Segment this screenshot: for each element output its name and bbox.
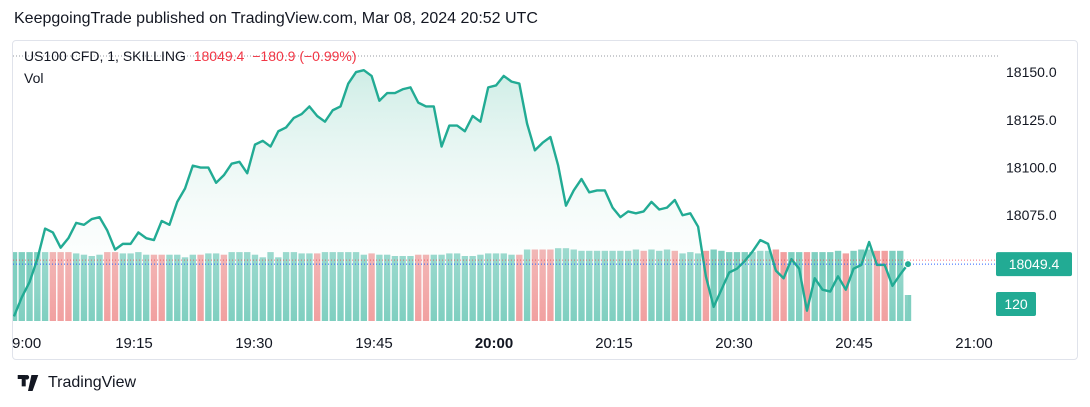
volume-bar (819, 252, 826, 321)
x-tick-label: 9:00 (12, 335, 41, 352)
volume-bar (710, 249, 717, 321)
symbol-label: US100 CFD, 1, SKILLING (24, 48, 186, 64)
x-tick-label: 19:30 (235, 335, 273, 352)
price-area (14, 70, 908, 321)
volume-badge-label: 120 (1004, 296, 1028, 312)
last-price-label: 18049.4 (193, 48, 245, 64)
volume-bar (18, 252, 25, 321)
x-tick-label: 21:00 (955, 335, 993, 352)
brand-label: TradingView (48, 374, 137, 391)
x-tick-label: 20:45 (835, 335, 873, 352)
y-tick-label: 18150.0 (1006, 64, 1057, 80)
volume-badge (996, 292, 1036, 316)
footer-brand[interactable]: TradingView (14, 374, 136, 392)
price-line (13, 68, 909, 317)
x-tick-label: 20:15 (595, 335, 633, 352)
x-tick-label: 19:15 (115, 335, 153, 352)
last-point-marker[interactable] (904, 260, 912, 269)
y-tick-label: 18125.0 (1006, 112, 1057, 128)
y-tick-label: 18100.0 (1006, 160, 1057, 176)
tradingview-logo-icon (17, 375, 39, 391)
x-tick-label: 20:30 (715, 335, 753, 352)
volume-bar (718, 250, 725, 321)
chart-legend: US100 CFD, 1, SKILLING 18049.4 −180.9 (−… (24, 48, 357, 64)
publish-caption: KeepgoingTrade published on TradingView.… (14, 10, 538, 27)
volume-legend: Vol (24, 70, 44, 86)
price-badge-label: 18049.4 (1009, 256, 1060, 272)
y-tick-label: 18075.0 (1006, 207, 1057, 223)
volume-bar (827, 252, 834, 321)
x-tick-label: 19:45 (355, 335, 393, 352)
x-tick-label: 20:00 (475, 335, 513, 352)
volume-bar (13, 252, 18, 321)
price-change-label: −180.9 (−0.99%) (252, 48, 357, 64)
chart-panel[interactable] (12, 40, 1078, 360)
price-badge (996, 252, 1072, 277)
volume-bar (803, 252, 811, 321)
